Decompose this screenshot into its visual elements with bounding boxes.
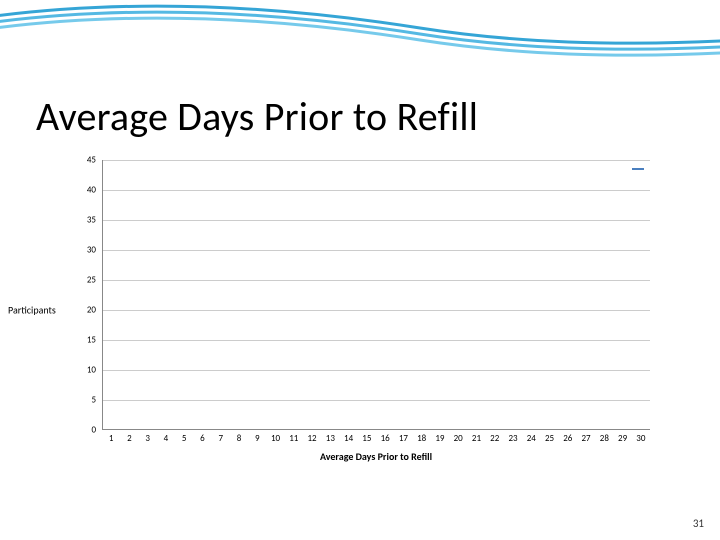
- y-tick-label: 10: [74, 365, 96, 376]
- gridline: [103, 400, 650, 401]
- x-tick-label: 20: [454, 433, 463, 444]
- x-tick-label: 2: [127, 433, 132, 444]
- y-tick-label: 30: [74, 245, 96, 256]
- x-tick-label: 29: [618, 433, 627, 444]
- x-tick-label: 7: [218, 433, 223, 444]
- x-tick-label: 28: [600, 433, 609, 444]
- y-tick-label: 45: [74, 155, 96, 166]
- gridline: [103, 190, 650, 191]
- gridline: [103, 340, 650, 341]
- y-tick-label: 35: [74, 215, 96, 226]
- x-tick-label: 6: [200, 433, 205, 444]
- page-number: 31: [693, 517, 704, 530]
- gridline: [103, 250, 650, 251]
- x-tick-label: 30: [636, 433, 645, 444]
- gridline: [103, 220, 650, 221]
- y-tick-label: 15: [74, 335, 96, 346]
- y-tick-label: 0: [74, 425, 96, 436]
- x-tick-label: 15: [362, 433, 371, 444]
- x-tick-label: 3: [145, 433, 150, 444]
- x-tick-label: 12: [308, 433, 317, 444]
- x-axis-title: Average Days Prior to Refill: [102, 450, 650, 463]
- x-tick-label: 26: [563, 433, 572, 444]
- legend-line: [632, 168, 644, 170]
- x-tick-label: 11: [289, 433, 298, 444]
- y-tick-label: 40: [74, 185, 96, 196]
- gridline: [103, 310, 650, 311]
- y-tick-label: 20: [74, 305, 96, 316]
- x-tick-label: 23: [508, 433, 517, 444]
- y-axis-title: Participants: [8, 304, 56, 317]
- x-tick-label: 10: [271, 433, 280, 444]
- gridline: [103, 280, 650, 281]
- x-tick-label: 18: [417, 433, 426, 444]
- x-tick-label: 5: [182, 433, 187, 444]
- y-tick-label: 25: [74, 275, 96, 286]
- plot-region: [102, 160, 650, 430]
- x-tick-label: 22: [490, 433, 499, 444]
- x-tick-label: 8: [237, 433, 242, 444]
- x-tick-label: 27: [582, 433, 591, 444]
- x-tick-label: 21: [472, 433, 481, 444]
- gridline: [103, 160, 650, 161]
- x-tick-label: 17: [399, 433, 408, 444]
- decorative-swoosh: [0, 0, 720, 80]
- x-tick-label: 19: [435, 433, 444, 444]
- y-tick-label: 5: [74, 395, 96, 406]
- x-tick-label: 24: [527, 433, 536, 444]
- x-tick-label: 1: [109, 433, 114, 444]
- gridline: [103, 370, 650, 371]
- x-tick-label: 25: [545, 433, 554, 444]
- x-tick-label: 14: [344, 433, 353, 444]
- x-tick-label: 9: [255, 433, 260, 444]
- chart-area: Participants Average Days Prior to Refil…: [60, 160, 660, 460]
- x-tick-label: 16: [381, 433, 390, 444]
- x-tick-label: 13: [326, 433, 335, 444]
- x-tick-label: 4: [164, 433, 169, 444]
- slide-title: Average Days Prior to Refill: [36, 92, 478, 141]
